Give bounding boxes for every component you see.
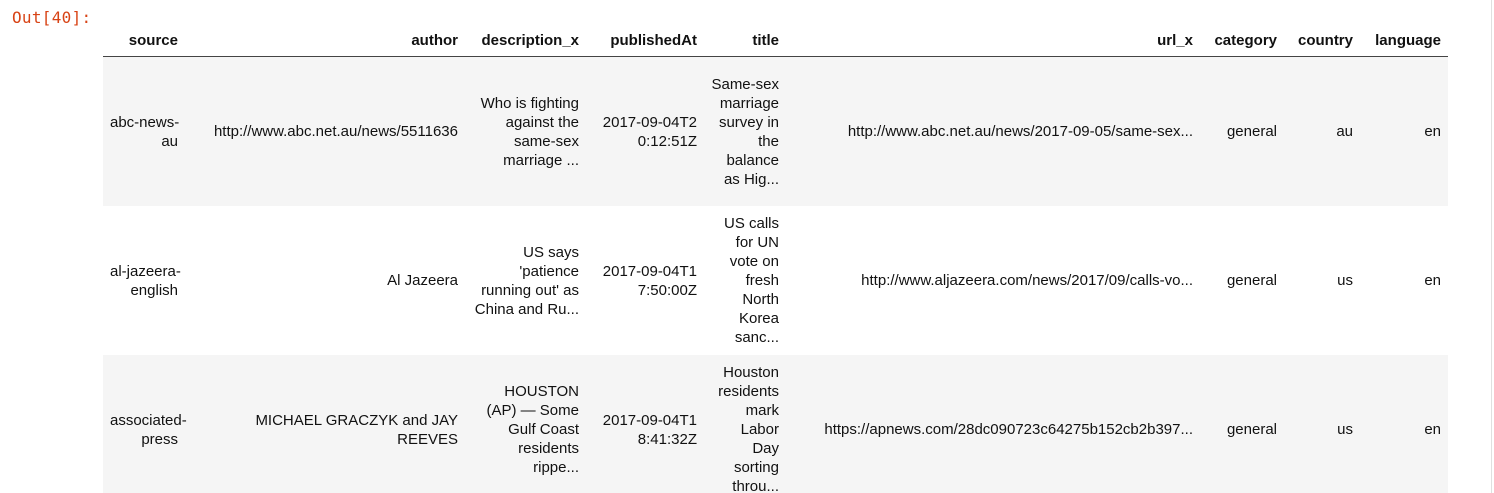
cell-language: en bbox=[1360, 355, 1448, 493]
table-row: al-jazeera- english Al Jazeera US says '… bbox=[103, 206, 1448, 355]
cell-url: http://www.abc.net.au/news/2017-09-05/sa… bbox=[786, 56, 1200, 206]
column-header-country: country bbox=[1284, 24, 1360, 57]
cell-url: http://www.aljazeera.com/news/2017/09/ca… bbox=[786, 206, 1200, 355]
cell-source: associated- press bbox=[103, 355, 187, 493]
cell-url: https://apnews.com/28dc090723c64275b152c… bbox=[786, 355, 1200, 493]
column-header-language: language bbox=[1360, 24, 1448, 57]
column-header-category: category bbox=[1200, 24, 1284, 57]
column-header-author: author bbox=[185, 24, 465, 57]
output-prompt: Out[40]: bbox=[12, 8, 92, 27]
cell-publishedat: 2017-09-04T18:41:32Z bbox=[586, 355, 704, 493]
cell-country: us bbox=[1284, 355, 1360, 493]
cell-source: al-jazeera- english bbox=[103, 206, 185, 355]
cell-country: au bbox=[1284, 56, 1360, 206]
table-row: abc-news- au http://www.abc.net.au/news/… bbox=[103, 56, 1448, 206]
cell-source: abc-news- au bbox=[103, 56, 185, 206]
table-row: associated- press MICHAEL GRACZYK and JA… bbox=[103, 355, 1448, 493]
cell-author: Al Jazeera bbox=[185, 206, 465, 355]
cell-title: US calls for UN vote on fresh North Kore… bbox=[704, 206, 786, 355]
column-header-description: description_x bbox=[465, 24, 586, 57]
cell-description: US says 'patience running out' as China … bbox=[465, 206, 586, 355]
cell-description: Who is fighting against the same-sex mar… bbox=[465, 56, 586, 206]
cell-title: Same-sex marriage survey in the balance … bbox=[704, 56, 786, 206]
dataframe-output: source author description_x publishedAt … bbox=[103, 24, 1448, 493]
cell-category: general bbox=[1200, 56, 1284, 206]
cell-language: en bbox=[1360, 206, 1448, 355]
column-header-source: source bbox=[103, 24, 185, 57]
cell-description: HOUSTON (AP) — Some Gulf Coast residents… bbox=[465, 355, 586, 493]
column-header-publishedat: publishedAt bbox=[586, 24, 704, 57]
cell-category: general bbox=[1200, 206, 1284, 355]
cell-author: MICHAEL GRACZYK and JAY REEVES bbox=[185, 355, 465, 493]
cell-author: http://www.abc.net.au/news/5511636 bbox=[185, 56, 465, 206]
scroll-edge bbox=[1491, 0, 1492, 493]
cell-title: Houston residents mark Labor Day sorting… bbox=[704, 355, 786, 493]
cell-language: en bbox=[1360, 56, 1448, 206]
cell-publishedat: 2017-09-04T17:50:00Z bbox=[586, 206, 704, 355]
dataframe-table: source author description_x publishedAt … bbox=[103, 24, 1448, 493]
cell-publishedat: 2017-09-04T20:12:51Z bbox=[586, 56, 704, 206]
header-row: source author description_x publishedAt … bbox=[103, 24, 1448, 57]
column-header-url: url_x bbox=[786, 24, 1200, 57]
column-header-title: title bbox=[704, 24, 786, 57]
cell-country: us bbox=[1284, 206, 1360, 355]
cell-category: general bbox=[1200, 355, 1284, 493]
